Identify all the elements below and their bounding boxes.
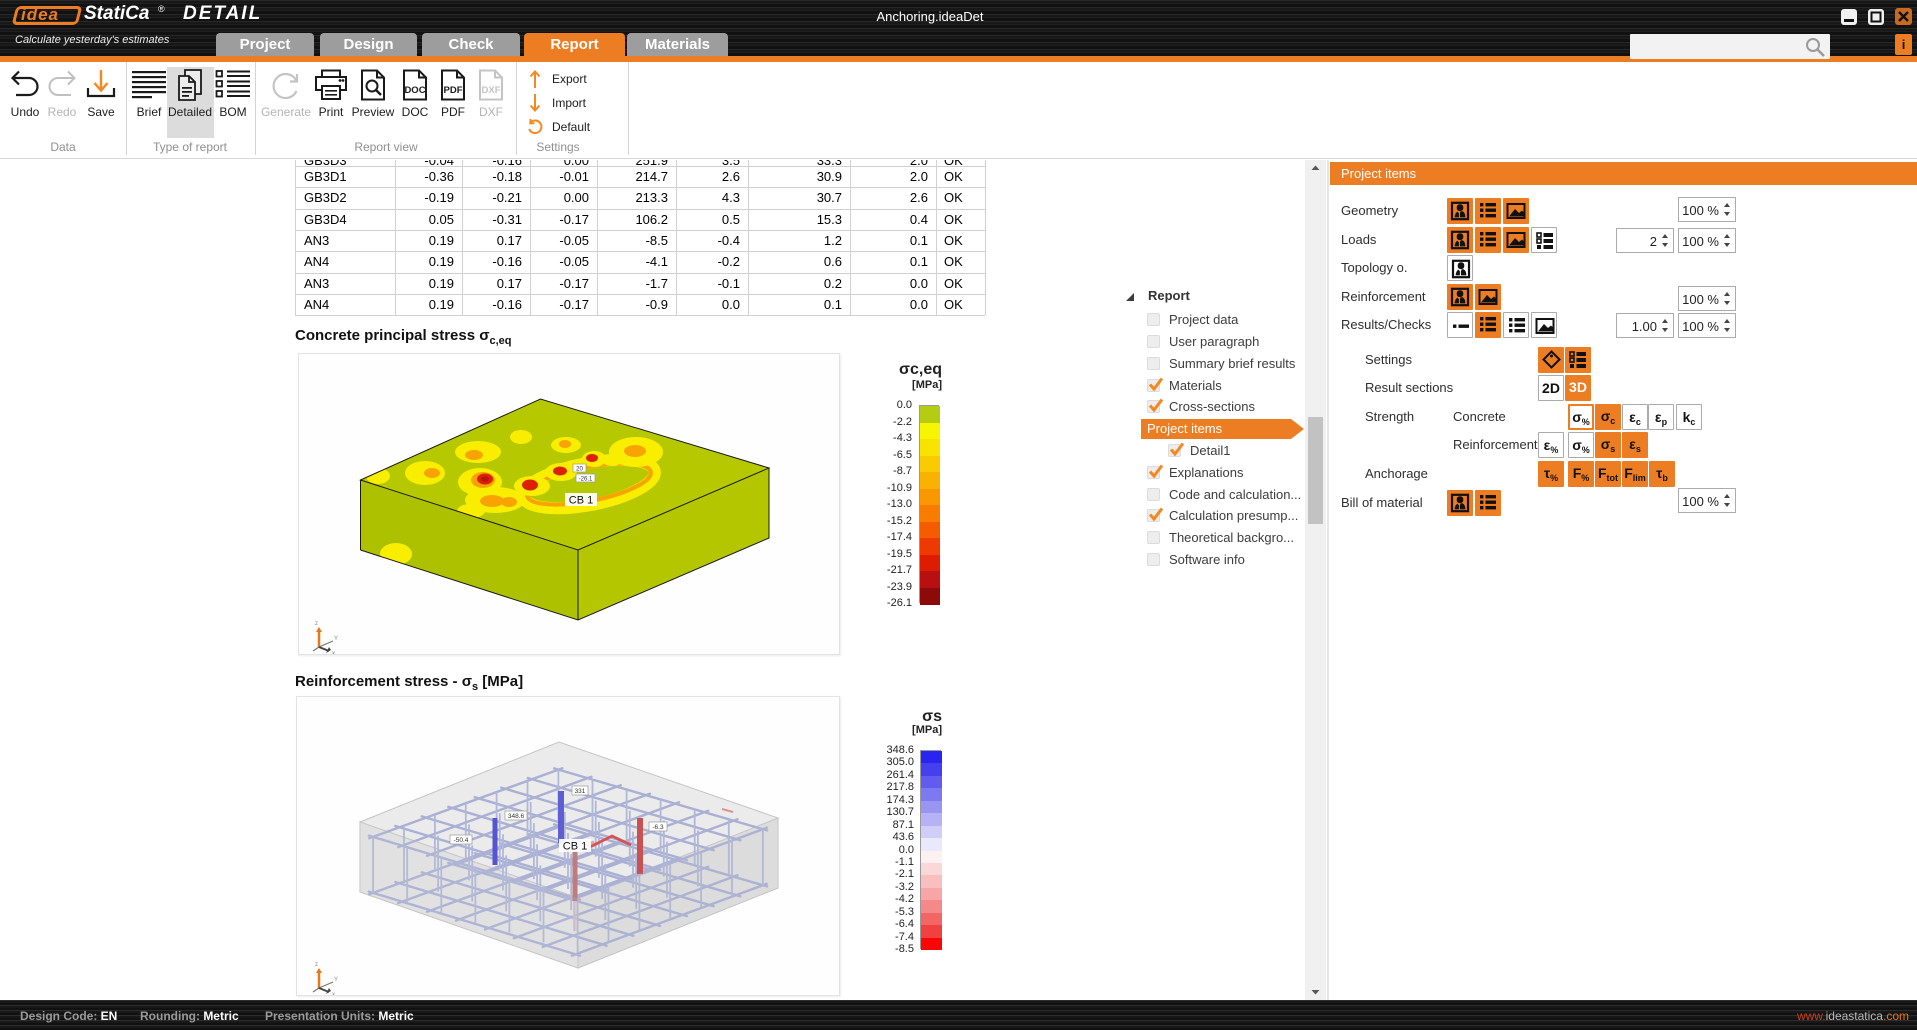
svg-text:x: x [332,992,335,995]
svg-text:Y: Y [334,636,338,642]
svg-text:CB 1: CB 1 [569,495,593,507]
svg-text:PDF: PDF [444,85,463,96]
svg-text:331: 331 [575,788,586,795]
svg-text:-6.3: -6.3 [652,824,664,831]
svg-text:Y: Y [334,977,338,983]
svg-text:DXF: DXF [482,85,501,96]
svg-text:20: 20 [576,467,583,473]
svg-text:x: x [332,651,335,654]
svg-text:DOC: DOC [404,85,425,96]
svg-text:-50.4: -50.4 [454,837,469,844]
svg-text:z: z [315,962,318,968]
svg-text:CB 1: CB 1 [563,841,587,853]
svg-text:348.6: 348.6 [508,813,525,820]
svg-text:-26.1: -26.1 [579,477,593,483]
svg-text:z: z [315,621,318,627]
